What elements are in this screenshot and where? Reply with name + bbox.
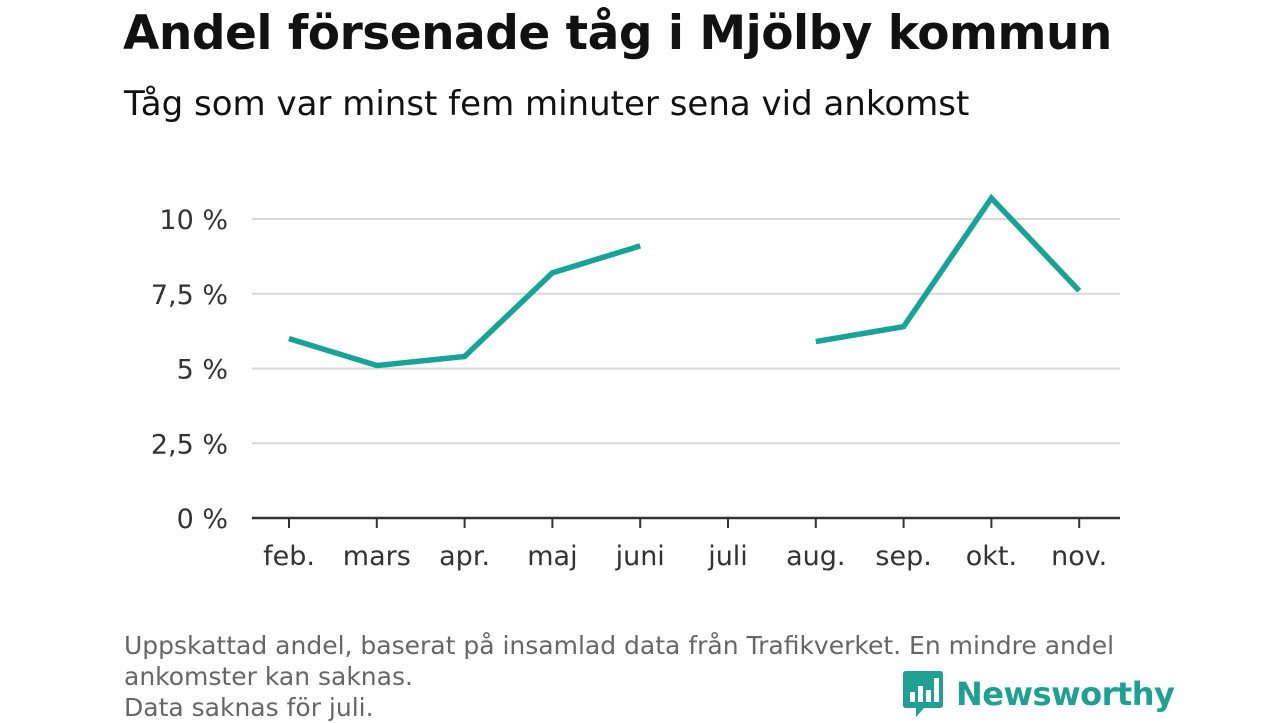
x-axis (252, 518, 1120, 528)
footnote-line-1: Uppskattad andel, baserat på insamlad da… (124, 630, 1154, 661)
x-tick-label: feb. (263, 541, 315, 572)
series-line-segment (289, 246, 640, 366)
x-tick-label: okt. (966, 541, 1017, 572)
x-tick-label: maj (527, 541, 577, 572)
y-tick-label: 7,5 % (151, 280, 228, 311)
x-tick-label: apr. (439, 541, 490, 572)
x-tick-label: sep. (875, 541, 931, 572)
x-tick-label: aug. (786, 541, 845, 572)
y-tick-label: 10 % (159, 205, 228, 236)
gridlines (252, 219, 1120, 443)
newsworthy-logo: Newsworthy (902, 668, 1174, 720)
series-lines (289, 198, 1079, 366)
y-axis-tick-labels: 0 % 2,5 % 5 % 7,5 % 10 % (151, 205, 228, 535)
x-tick-label: juni (615, 541, 665, 572)
x-tick-label: juli (707, 541, 748, 572)
y-tick-label: 0 % (177, 504, 228, 535)
y-tick-label: 5 % (177, 355, 228, 386)
bar-chart-badge-icon (902, 669, 944, 719)
x-tick-label: nov. (1051, 541, 1107, 572)
x-tick-label: mars (343, 541, 411, 572)
x-axis-tick-labels: feb. mars apr. maj juni juli aug. sep. okt. nov. (263, 541, 1107, 572)
brand-name: Newsworthy (956, 675, 1174, 713)
y-tick-label: 2,5 % (151, 429, 228, 460)
line-chart: 0 % 2,5 % 5 % 7,5 % 10 % feb. mars apr. maj juni… (0, 0, 1280, 620)
